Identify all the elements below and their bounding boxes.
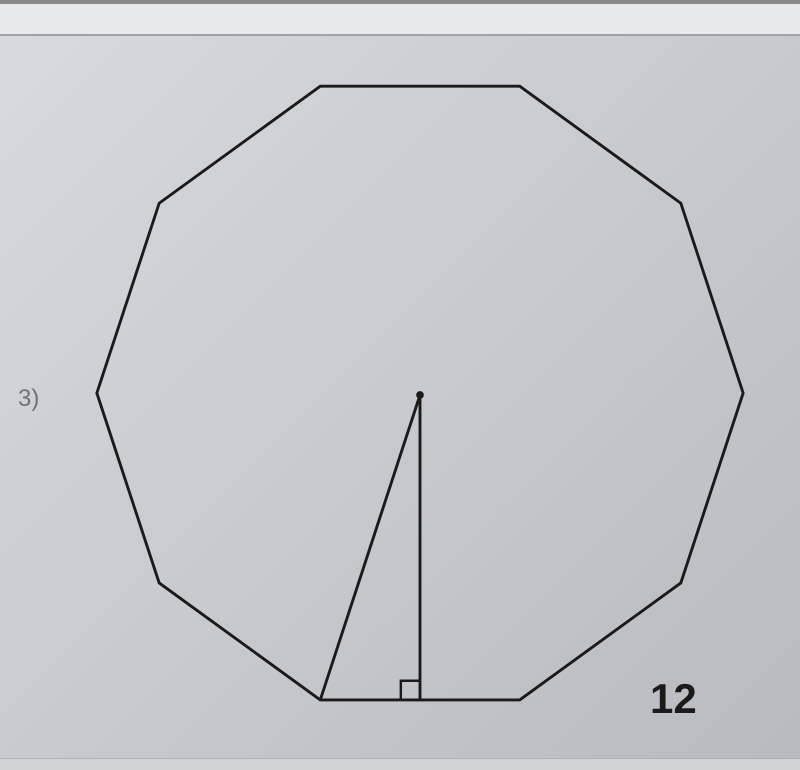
center-point [416,391,424,399]
right-angle-marker [401,681,420,700]
top-line [0,0,800,4]
decagon-svg [70,45,770,745]
question-number: 3) [18,385,39,413]
geometry-diagram: 12 [70,45,770,745]
bottom-bar [0,758,800,770]
top-bar [0,0,800,36]
inradius-line [320,395,420,700]
side-length-label: 12 [650,675,697,723]
